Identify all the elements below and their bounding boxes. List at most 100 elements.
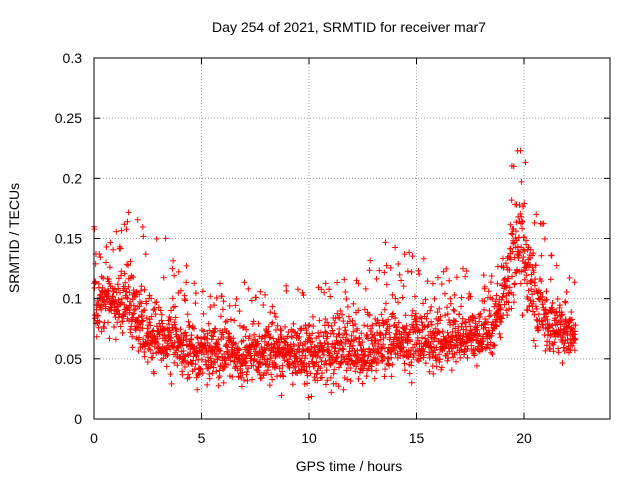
data-point <box>106 335 113 342</box>
data-point <box>231 317 238 324</box>
data-point <box>413 341 420 348</box>
data-point <box>429 280 436 287</box>
data-point <box>250 362 257 369</box>
data-point <box>173 328 180 335</box>
data-point <box>527 297 534 304</box>
data-point <box>383 262 390 269</box>
data-point <box>498 319 505 326</box>
data-point <box>177 326 184 333</box>
data-point <box>96 318 103 325</box>
data-point <box>135 347 142 354</box>
data-point <box>168 335 175 342</box>
data-point <box>339 311 346 318</box>
data-point <box>182 297 189 304</box>
data-point <box>206 327 213 334</box>
data-point <box>205 320 212 327</box>
data-point <box>344 337 351 344</box>
data-point <box>236 308 243 315</box>
data-point <box>192 290 199 297</box>
data-point <box>531 219 538 226</box>
data-point <box>485 288 492 295</box>
data-point <box>430 370 437 377</box>
data-point <box>338 339 345 346</box>
data-point <box>118 295 125 302</box>
data-point <box>123 226 130 233</box>
data-point <box>451 307 458 314</box>
data-point <box>326 286 333 293</box>
data-point <box>366 345 373 352</box>
data-point <box>172 325 179 332</box>
data-point <box>453 274 460 281</box>
data-point <box>243 326 250 333</box>
data-point <box>153 299 160 306</box>
data-point <box>266 382 273 389</box>
data-point <box>480 272 487 279</box>
data-point <box>376 322 383 329</box>
data-point <box>373 275 380 282</box>
data-point <box>530 250 537 257</box>
data-point <box>321 340 328 347</box>
data-point <box>268 371 275 378</box>
data-point <box>140 233 147 240</box>
data-point <box>571 347 578 354</box>
data-point <box>339 351 346 358</box>
data-point <box>472 346 479 353</box>
data-point <box>176 336 183 343</box>
data-point <box>374 337 381 344</box>
data-point <box>467 323 474 330</box>
data-point <box>525 287 532 294</box>
data-point <box>509 273 516 280</box>
data-point <box>389 361 396 368</box>
data-point <box>158 317 165 324</box>
data-point <box>254 340 261 347</box>
data-point <box>279 362 286 369</box>
data-point <box>126 289 133 296</box>
data-point <box>245 285 252 292</box>
data-point <box>539 293 546 300</box>
data-point <box>378 345 385 352</box>
data-point <box>535 326 542 333</box>
data-point <box>144 358 151 365</box>
data-point <box>137 321 144 328</box>
data-point <box>321 289 328 296</box>
data-point <box>508 230 515 237</box>
data-point <box>528 278 535 285</box>
data-point <box>456 335 463 342</box>
data-point <box>235 347 242 354</box>
data-point <box>342 327 349 334</box>
x-tick-label: 0 <box>90 430 98 446</box>
data-point <box>140 317 147 324</box>
data-point <box>177 287 184 294</box>
data-point <box>382 331 389 338</box>
data-point <box>180 347 187 354</box>
data-point <box>288 333 295 340</box>
data-point <box>220 298 227 305</box>
data-point <box>499 293 506 300</box>
data-point <box>352 351 359 358</box>
data-point <box>547 276 554 283</box>
data-point <box>105 276 112 283</box>
data-point <box>184 359 191 366</box>
data-point <box>475 347 482 354</box>
data-point <box>381 306 388 313</box>
data-point <box>560 344 567 351</box>
data-point <box>194 386 201 393</box>
data-point <box>434 309 441 316</box>
data-point <box>389 291 396 298</box>
data-point <box>328 322 335 329</box>
data-point <box>269 303 276 310</box>
data-point <box>272 314 279 321</box>
data-point <box>125 262 132 269</box>
data-point <box>386 329 393 336</box>
data-point <box>152 299 159 306</box>
data-point <box>126 317 133 324</box>
data-point <box>348 357 355 364</box>
data-point <box>240 376 247 383</box>
data-point <box>109 293 116 300</box>
data-point <box>518 178 525 185</box>
data-point <box>102 303 109 310</box>
data-point <box>212 325 219 332</box>
data-point <box>268 320 275 327</box>
data-point <box>564 336 571 343</box>
data-point <box>410 354 417 361</box>
